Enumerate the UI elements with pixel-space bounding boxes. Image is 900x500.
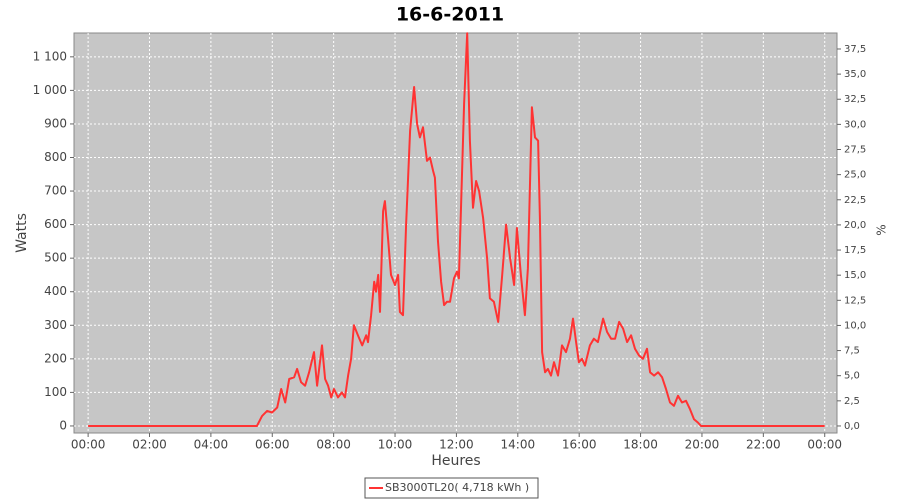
y2-tick-label: 15,0 [844,270,866,281]
y-tick-label: 800 [44,150,67,164]
x-tick-label: 00:00 [807,438,842,452]
y2-tick-label: 35,0 [844,69,866,80]
y2-tick-label: 5,0 [844,371,860,382]
x-tick-label: 14:00 [501,438,536,452]
y-axis-label: Watts [14,213,30,253]
y2-tick-label: 37,5 [844,44,866,55]
x-tick-label: 20:00 [685,438,720,452]
y-tick-label: 0 [59,418,67,432]
x-tick-label: 22:00 [746,438,781,452]
y-tick-label: 200 [44,351,67,365]
y-tick-label: 1 000 [33,83,67,97]
y-tick-label: 1 100 [33,49,67,63]
y-tick-label: 300 [44,318,67,332]
x-tick-label: 16:00 [562,438,597,452]
x-tick-label: 08:00 [316,438,351,452]
y2-tick-label: 7,5 [844,346,860,357]
x-axis-label: Heures [431,453,480,469]
y2-tick-label: 27,5 [844,145,866,156]
y2-tick-label: 22,5 [844,195,866,206]
y2-tick-label: 17,5 [844,245,866,256]
x-tick-label: 18:00 [623,438,658,452]
y2-tick-label: 32,5 [844,94,866,105]
chart-title: 16-6-2011 [396,4,504,26]
x-tick-label: 06:00 [255,438,290,452]
y-tick-label: 900 [44,116,67,130]
plot-layer: 00:00 02:00 04:00 06:00 08:00 10:00 12:00 14:00… [33,32,866,452]
x-tick-label: 04:00 [194,438,229,452]
y-tick-label: 400 [44,284,67,298]
y2-tick-label: 0,0 [844,421,860,432]
y2-tick-label: 12,5 [844,295,866,306]
y2-tick-label: 20,0 [844,220,866,231]
y2-tick-label: 25,0 [844,170,866,181]
x-tick-label: 00:00 [71,438,106,452]
legend [364,477,539,499]
y-tick-label: 100 [44,385,67,399]
y2-tick-label: 10,0 [844,320,866,331]
y2-tick-label: 2,5 [844,396,860,407]
y2-axis-label: % [875,224,889,235]
y-tick-label: 700 [44,184,67,198]
plot-area [73,32,838,434]
x-tick-label: 02:00 [132,438,167,452]
data-line [88,32,825,427]
x-tick-label: 10:00 [378,438,413,452]
x-tick-label: 12:00 [439,438,474,452]
y2-tick-label: 30,0 [844,119,866,130]
y-tick-label: 600 [44,217,67,231]
legend-label: SB3000TL20( 4,718 kWh ) [385,481,529,494]
y-tick-label: 500 [44,251,67,265]
